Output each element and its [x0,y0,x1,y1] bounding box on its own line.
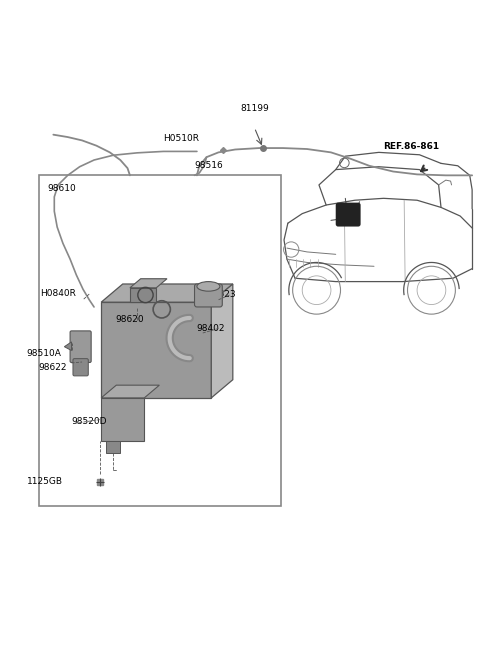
Ellipse shape [197,282,220,291]
Text: 98516: 98516 [194,161,223,170]
Text: 98520D: 98520D [72,417,107,426]
Text: 98622: 98622 [38,363,67,373]
Text: 98402: 98402 [196,324,225,333]
Text: REF.86-861: REF.86-861 [384,142,440,151]
Text: 1125GB: 1125GB [26,477,62,486]
Polygon shape [211,284,233,398]
Text: 98623: 98623 [207,290,236,300]
FancyBboxPatch shape [73,359,88,376]
FancyBboxPatch shape [336,202,360,227]
Polygon shape [64,342,72,351]
Polygon shape [101,398,144,441]
Text: H0840R: H0840R [40,288,76,298]
Text: 98510A: 98510A [26,349,61,358]
Polygon shape [101,302,211,398]
Polygon shape [130,279,167,288]
Bar [130,288,156,302]
Polygon shape [106,441,120,453]
FancyBboxPatch shape [194,284,222,307]
Text: 81199: 81199 [240,104,269,113]
Text: H0510R: H0510R [163,133,199,143]
Text: 98620: 98620 [116,315,144,325]
Polygon shape [101,284,233,302]
Bar [39,175,281,506]
Polygon shape [101,385,159,398]
Text: 98610: 98610 [48,184,76,193]
FancyBboxPatch shape [70,331,91,363]
